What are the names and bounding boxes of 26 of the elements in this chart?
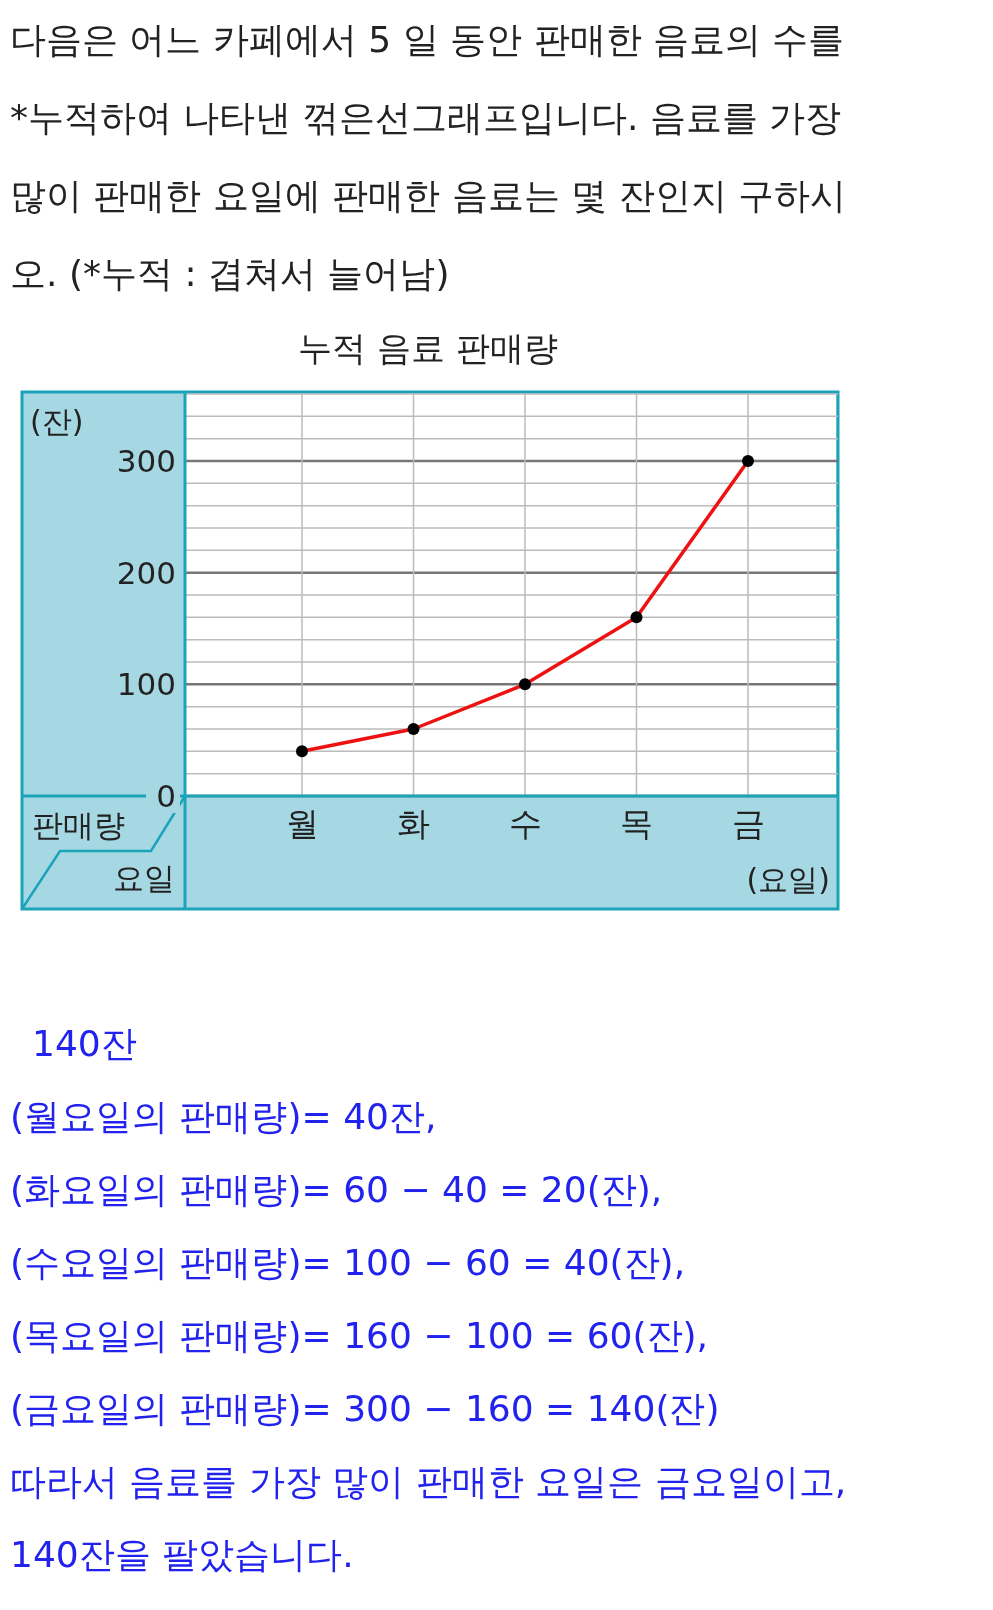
- y-tick-label: 300: [116, 443, 176, 479]
- text: (수요일의 판매량)= 100 − 60 = 40(잔),: [10, 1242, 686, 1283]
- text: (금요일의 판매량)= 300 − 160 = 140(잔): [10, 1388, 720, 1429]
- text: (목요일의 판매량)= 160 − 100 = 60(잔),: [10, 1315, 709, 1356]
- x-tick-label: 월: [285, 804, 319, 843]
- x-tick-label: 수: [508, 804, 542, 843]
- text: 요일: [113, 860, 175, 896]
- text: *누적하여 나타낸 꺾은선그래프입니다. 음료를 가장: [10, 97, 842, 138]
- y-tick-label: 200: [116, 554, 176, 591]
- text: 오. (*누적 : 겹쳐서 늘어남): [10, 253, 450, 294]
- x-tick-label: 목: [620, 804, 653, 843]
- text: 다음은 어느 카페에서 5 일 동안 판매한 음료의 수를: [10, 19, 845, 60]
- x-tick-label: 금: [731, 804, 765, 843]
- chart-title: 누적 음료 판매량: [298, 328, 558, 368]
- x-tick-label: 화: [397, 804, 430, 843]
- text: 많이 판매한 요일에 판매한 음료는 몇 잔인지 구하시: [10, 175, 847, 216]
- text: (월요일의 판매량)= 40잔,: [10, 1096, 437, 1137]
- text: 140잔: [32, 1023, 137, 1064]
- y-tick-label: 100: [116, 666, 176, 703]
- y-axis-title: (잔): [30, 404, 84, 439]
- text: 따라서 음료를 가장 많이 판매한 요일은 금요일이고,: [10, 1461, 847, 1502]
- x-axis-title: (요일): [746, 862, 830, 897]
- text: 판매량: [32, 807, 125, 843]
- text: (화요일의 판매량)= 60 − 40 = 20(잔),: [10, 1169, 663, 1210]
- y-tick-label: 0: [156, 778, 176, 814]
- text: 140잔을 팔았습니다.: [10, 1534, 354, 1575]
